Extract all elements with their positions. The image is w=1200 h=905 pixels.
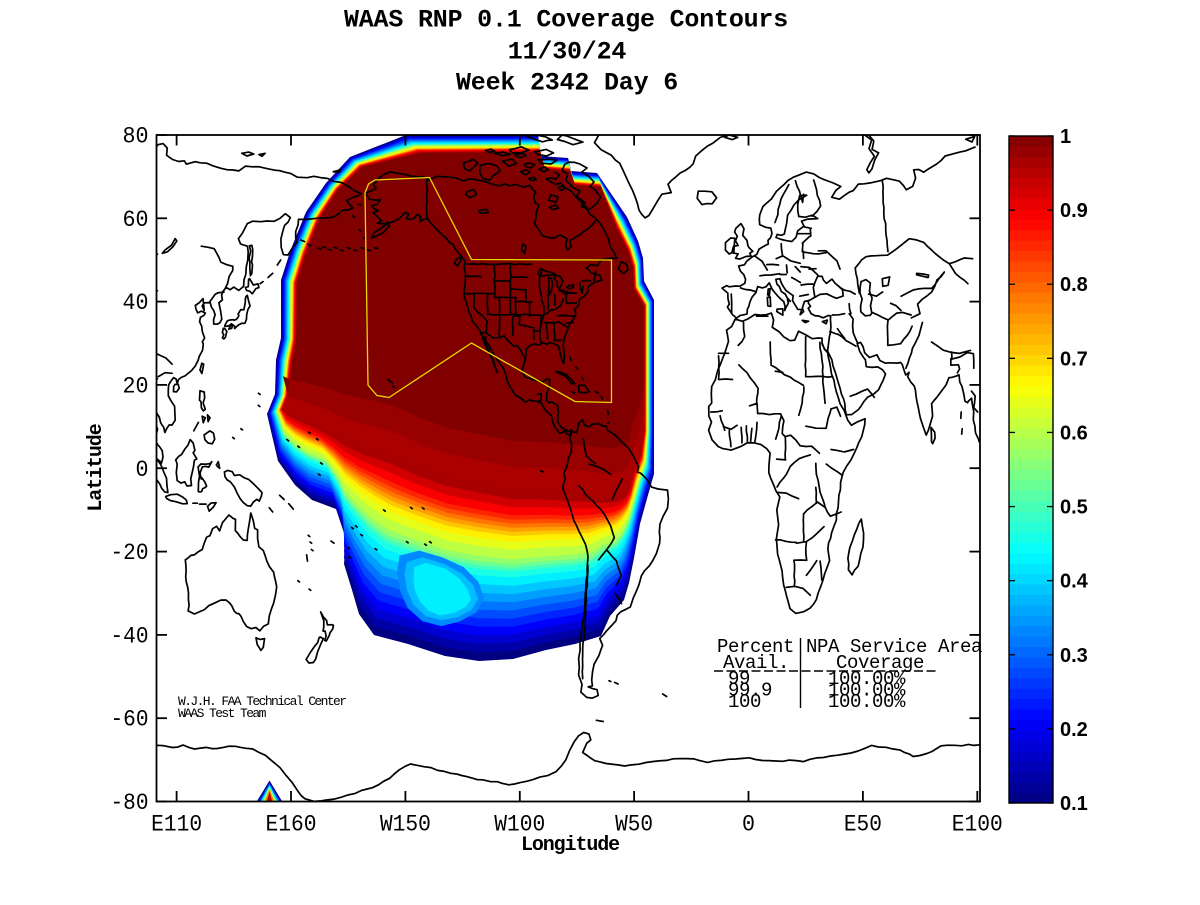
svg-text:E110: E110 xyxy=(151,812,202,838)
svg-text:E100: E100 xyxy=(952,812,1003,838)
svg-text:E160: E160 xyxy=(266,812,317,838)
svg-text:80: 80 xyxy=(123,124,149,150)
svg-text:0.5: 0.5 xyxy=(1060,497,1088,519)
svg-text:Latitude: Latitude xyxy=(85,423,108,511)
svg-text:0: 0 xyxy=(742,812,755,838)
svg-text:0.9: 0.9 xyxy=(1060,200,1088,222)
svg-text:Avail.: Avail. xyxy=(723,652,789,674)
svg-text:-20: -20 xyxy=(111,540,149,566)
svg-text:W.J.H. FAA Technical Center: W.J.H. FAA Technical Center xyxy=(178,694,346,709)
svg-text:0.2: 0.2 xyxy=(1060,719,1088,741)
svg-text:0.3: 0.3 xyxy=(1060,645,1088,667)
svg-text:WAAS RNP 0.1 Coverage Contours: WAAS RNP 0.1 Coverage Contours xyxy=(344,6,788,35)
svg-text:99.9: 99.9 xyxy=(728,680,772,702)
svg-text:-40: -40 xyxy=(111,623,149,649)
svg-text:60: 60 xyxy=(123,207,149,233)
svg-text:100: 100 xyxy=(728,691,761,713)
svg-text:0.8: 0.8 xyxy=(1060,274,1088,296)
svg-text:-80: -80 xyxy=(111,790,149,816)
svg-text:NPA Service Area: NPA Service Area xyxy=(806,636,982,658)
svg-text:40: 40 xyxy=(123,290,149,316)
svg-text:11/30/24: 11/30/24 xyxy=(508,38,627,67)
svg-text:W100: W100 xyxy=(494,812,545,838)
svg-text:0.7: 0.7 xyxy=(1060,348,1088,370)
svg-text:W150: W150 xyxy=(380,812,431,838)
svg-text:-60: -60 xyxy=(111,707,149,733)
svg-text:0.6: 0.6 xyxy=(1060,422,1088,444)
svg-text:0: 0 xyxy=(136,457,149,483)
svg-text:100.00%: 100.00% xyxy=(828,680,906,702)
svg-text:1: 1 xyxy=(1060,126,1071,148)
svg-text:0.4: 0.4 xyxy=(1060,571,1089,593)
svg-text:Longitude: Longitude xyxy=(521,834,620,857)
svg-text:Percent: Percent xyxy=(717,636,794,658)
svg-text:W50: W50 xyxy=(615,812,653,838)
svg-text:E50: E50 xyxy=(844,812,882,838)
svg-text:100.00%: 100.00% xyxy=(828,668,906,690)
svg-text:WAAS Test Team: WAAS Test Team xyxy=(178,706,267,721)
svg-text:100.00%: 100.00% xyxy=(828,691,906,713)
svg-text:Week 2342 Day 6: Week 2342 Day 6 xyxy=(456,69,678,98)
svg-text:Coverage: Coverage xyxy=(836,652,924,674)
svg-text:0.1: 0.1 xyxy=(1060,793,1088,815)
svg-text:20: 20 xyxy=(123,373,149,399)
svg-text:99: 99 xyxy=(728,668,750,690)
